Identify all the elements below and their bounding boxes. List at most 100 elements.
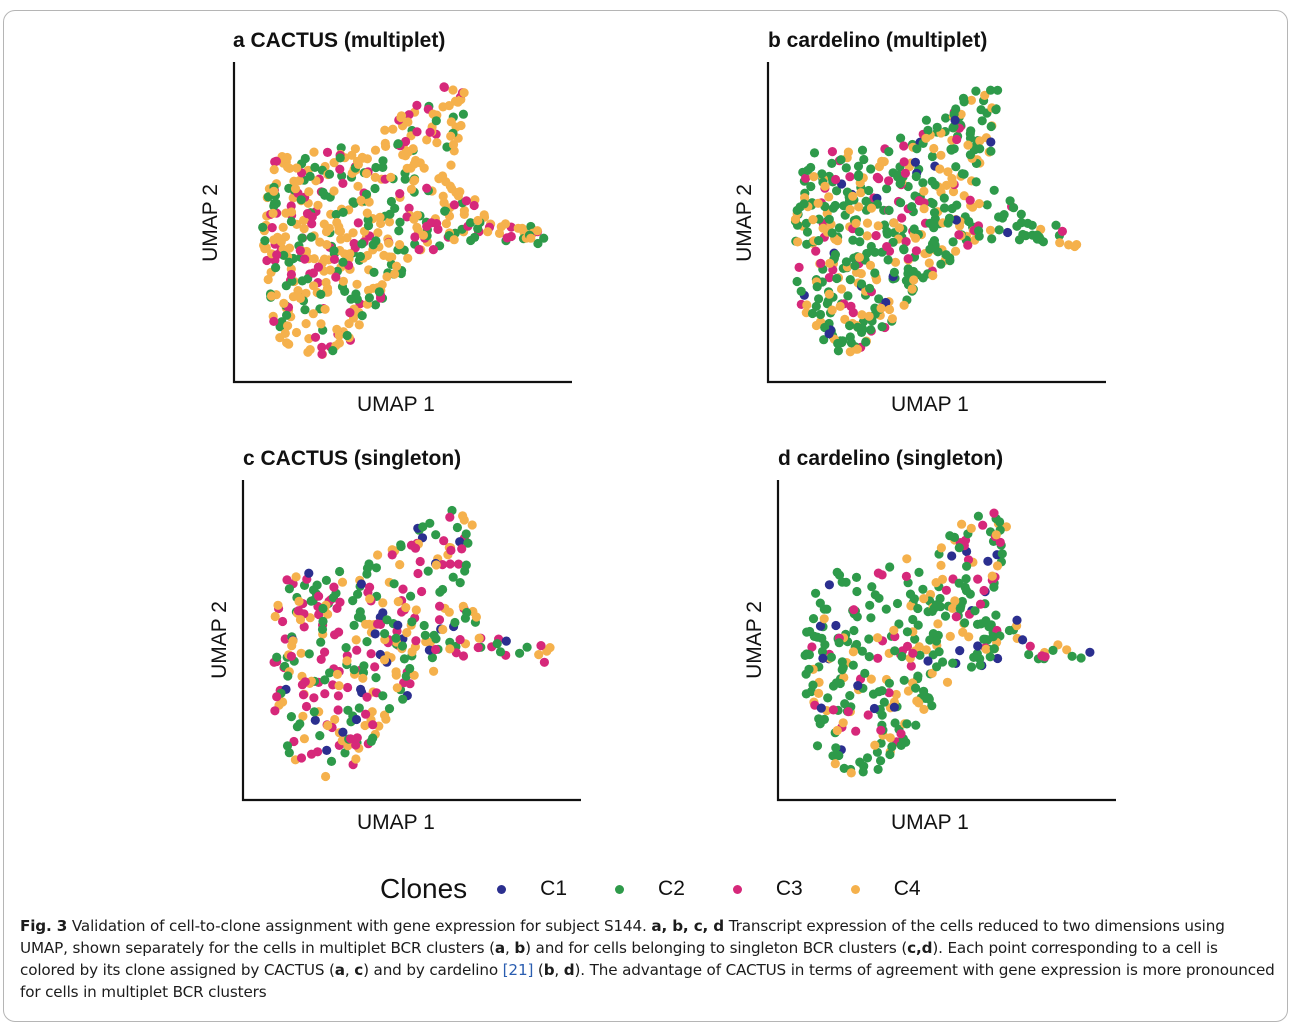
cell-point bbox=[307, 212, 317, 222]
cell-point bbox=[388, 124, 398, 134]
caption-part-0: Validation of cell-to-clone assignment w… bbox=[67, 917, 652, 935]
cell-point bbox=[502, 233, 512, 243]
cell-point bbox=[825, 258, 835, 268]
cell-point bbox=[943, 218, 953, 228]
cell-point bbox=[873, 653, 883, 663]
cell-point bbox=[972, 619, 983, 629]
cell-point bbox=[410, 232, 420, 242]
cell-point bbox=[848, 191, 858, 201]
cell-point bbox=[813, 198, 823, 208]
cell-point bbox=[950, 596, 960, 606]
cell-point bbox=[395, 560, 405, 570]
cell-point bbox=[853, 161, 864, 171]
cell-point bbox=[961, 586, 972, 596]
cell-point bbox=[840, 699, 850, 709]
cell-point bbox=[298, 690, 309, 700]
cell-point bbox=[830, 759, 840, 769]
cell-point bbox=[283, 321, 293, 331]
cell-point bbox=[457, 544, 467, 554]
cell-point bbox=[903, 181, 913, 192]
cell-point bbox=[883, 255, 893, 265]
cell-point bbox=[401, 136, 411, 147]
cell-point bbox=[802, 239, 812, 249]
cell-point bbox=[976, 105, 986, 115]
cell-point bbox=[814, 236, 824, 246]
cell-point bbox=[806, 181, 816, 192]
cell-point bbox=[364, 197, 374, 207]
cell-point bbox=[843, 291, 853, 301]
cell-point bbox=[461, 196, 471, 206]
cell-point bbox=[981, 644, 991, 654]
cell-point bbox=[469, 200, 479, 211]
cell-point bbox=[814, 294, 824, 304]
cell-point bbox=[995, 517, 1005, 527]
cell-point bbox=[331, 272, 341, 282]
cell-point bbox=[874, 294, 884, 304]
cell-point bbox=[882, 226, 892, 237]
cell-point bbox=[1051, 220, 1061, 230]
cell-point bbox=[889, 267, 899, 277]
cell-point bbox=[380, 125, 390, 135]
cell-point bbox=[534, 650, 544, 660]
cell-point bbox=[843, 707, 853, 717]
cell-point bbox=[348, 596, 358, 606]
cell-point bbox=[270, 706, 280, 716]
cell-point bbox=[899, 141, 909, 151]
cell-point bbox=[911, 233, 921, 243]
cell-point bbox=[418, 230, 428, 240]
cell-point bbox=[409, 670, 419, 680]
cell-point bbox=[815, 309, 826, 320]
cell-point bbox=[808, 614, 819, 624]
cell-point bbox=[399, 654, 409, 664]
cell-point bbox=[864, 185, 874, 196]
cell-point bbox=[1025, 641, 1035, 651]
cell-point bbox=[991, 530, 1001, 540]
cell-point bbox=[894, 223, 904, 233]
cell-point bbox=[926, 197, 936, 207]
cell-point bbox=[286, 207, 297, 217]
cell-point bbox=[870, 268, 880, 278]
cell-point bbox=[884, 688, 894, 698]
legend-label-c3: C3 bbox=[775, 877, 803, 900]
cell-point bbox=[897, 213, 907, 223]
cell-point bbox=[316, 319, 326, 329]
cell-point bbox=[943, 167, 953, 177]
cell-point bbox=[279, 298, 289, 308]
cell-point bbox=[542, 646, 552, 656]
cell-point bbox=[884, 678, 894, 688]
cell-point bbox=[831, 743, 841, 753]
caption-part-15: b bbox=[543, 961, 555, 979]
cell-point bbox=[861, 337, 871, 347]
cell-point bbox=[876, 725, 886, 735]
cell-point bbox=[965, 195, 975, 205]
cell-point bbox=[419, 620, 429, 631]
cell-point bbox=[363, 221, 374, 231]
cell-point bbox=[392, 261, 402, 271]
cell-point bbox=[329, 186, 339, 196]
cell-point bbox=[395, 189, 405, 199]
cell-point bbox=[336, 143, 346, 153]
cell-point bbox=[340, 286, 350, 296]
cell-point bbox=[987, 571, 997, 581]
cell-point bbox=[1016, 218, 1027, 228]
cell-point bbox=[865, 260, 876, 270]
cell-point bbox=[286, 651, 296, 661]
cell-point bbox=[862, 231, 872, 241]
cell-point bbox=[408, 144, 418, 154]
cell-point bbox=[324, 169, 335, 179]
cell-point bbox=[857, 279, 867, 289]
cell-point bbox=[975, 136, 985, 146]
cell-point bbox=[854, 252, 864, 262]
cell-point bbox=[258, 222, 268, 232]
cell-point bbox=[808, 680, 818, 690]
cell-point bbox=[360, 720, 370, 731]
cell-point bbox=[375, 212, 385, 222]
panel-d-ylabel: UMAP 2 bbox=[742, 601, 766, 679]
cell-point bbox=[918, 273, 928, 283]
cell-point bbox=[342, 656, 352, 666]
cell-point bbox=[532, 226, 542, 236]
cell-point bbox=[872, 747, 882, 757]
cell-point bbox=[263, 274, 273, 285]
cell-point bbox=[373, 550, 383, 560]
cell-point bbox=[286, 216, 296, 227]
